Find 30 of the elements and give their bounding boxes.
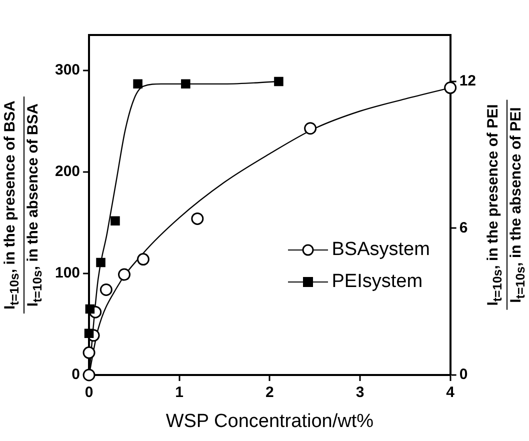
x-tick-label: 3 bbox=[356, 384, 364, 402]
x-tick-label: 1 bbox=[175, 384, 184, 402]
y2-tick-label: 12 bbox=[459, 72, 476, 90]
point bbox=[84, 328, 94, 338]
point bbox=[82, 346, 96, 359]
point bbox=[181, 79, 190, 89]
y-tick-label: 100 bbox=[54, 264, 80, 282]
x-tick-label: 2 bbox=[266, 384, 274, 402]
point bbox=[136, 253, 150, 266]
point bbox=[133, 79, 142, 89]
y2-tick-label: 6 bbox=[459, 219, 468, 236]
y-tick-label: 0 bbox=[72, 366, 80, 384]
point bbox=[82, 368, 96, 382]
point bbox=[118, 268, 131, 281]
point bbox=[110, 216, 120, 226]
point bbox=[304, 122, 317, 135]
y2-tick-label: 0 bbox=[459, 366, 468, 384]
legend-label: BSAsystem bbox=[332, 239, 430, 261]
y-tick-label: 200 bbox=[54, 163, 80, 180]
point bbox=[444, 82, 457, 94]
x-tick-label: 0 bbox=[84, 384, 94, 402]
legend-label: PEIsystem bbox=[332, 271, 423, 293]
y-tick-label: 300 bbox=[54, 62, 80, 79]
point bbox=[191, 212, 204, 225]
point bbox=[100, 283, 112, 296]
x-tick-label: 4 bbox=[446, 384, 456, 402]
point bbox=[96, 258, 106, 268]
point bbox=[274, 76, 284, 86]
point bbox=[85, 304, 95, 314]
x-axis-title: WSP Concentration/wt% bbox=[166, 411, 374, 433]
